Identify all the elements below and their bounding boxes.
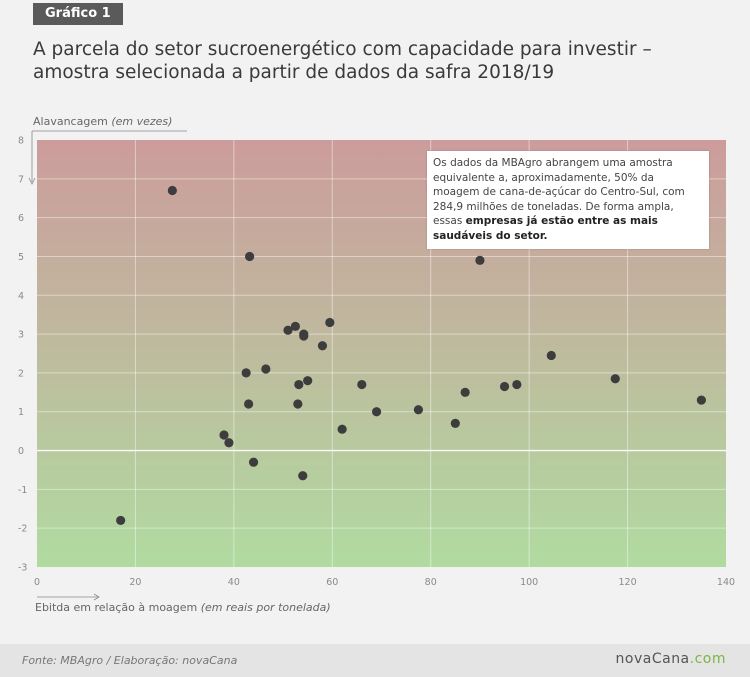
scatter-point — [357, 379, 367, 390]
scatter-point — [337, 424, 347, 434]
x-tick-label: 100 — [520, 577, 538, 588]
scatter-point — [261, 364, 271, 374]
x-tick-label: 60 — [326, 577, 338, 588]
x-tick-label: 20 — [129, 577, 141, 588]
scatter-point — [450, 418, 460, 428]
scatter-point — [298, 471, 308, 481]
y-tick-label: -2 — [18, 524, 27, 535]
x-axis-label: Ebitda em relação à moagem (em reais por… — [35, 601, 331, 614]
scatter-point — [303, 376, 313, 386]
scatter-point — [224, 438, 234, 448]
scatter-point — [546, 350, 556, 361]
y-tick-label: 7 — [18, 174, 24, 185]
x-arrowhead — [93, 593, 100, 601]
y-tick-label: 5 — [18, 252, 24, 263]
x-tick-label: 40 — [228, 577, 240, 588]
y-tick-label: 3 — [18, 330, 24, 341]
scatter-point — [499, 381, 510, 392]
scatter-point — [610, 374, 620, 384]
scatter-point — [167, 185, 177, 196]
scatter-point — [116, 515, 126, 526]
y-tick-label: -3 — [18, 563, 27, 574]
x-tick-label: 120 — [619, 577, 637, 588]
scatter-point — [696, 395, 706, 405]
figure-badge: Gráfico 1 — [33, 3, 123, 25]
y-tick-label: 1 — [18, 407, 24, 418]
scatter-point — [512, 379, 522, 390]
scatter-point — [299, 329, 309, 339]
scatter-point — [325, 317, 335, 328]
source-note: Fonte: MBAgro / Elaboração: novaCana — [22, 654, 238, 667]
y-tick-label: 2 — [18, 368, 24, 379]
scatter-point — [293, 399, 303, 409]
scatter-point — [460, 387, 470, 397]
scatter-point — [371, 407, 382, 417]
footer: Fonte: MBAgro / Elaboração: novaCana nov… — [0, 644, 750, 677]
scatter-point — [317, 341, 328, 351]
x-tick-label: 80 — [425, 577, 437, 588]
y-arrowhead — [28, 177, 36, 185]
scatter-point — [244, 399, 254, 409]
axis-decorations — [28, 130, 187, 601]
y-tick-label: 8 — [18, 136, 24, 147]
scatter-point — [413, 405, 424, 415]
y-tick-label: 4 — [18, 291, 24, 302]
y-tick-label: -1 — [18, 485, 27, 496]
brand-logo[interactable]: novaCana.com — [615, 651, 726, 667]
data-points — [116, 185, 706, 526]
y-axis-label: Alavancagem (em vezes) — [33, 115, 173, 128]
scatter-point — [283, 325, 293, 335]
scatter-point — [241, 368, 251, 378]
x-tick-label: 0 — [34, 577, 40, 588]
scatter-point — [245, 251, 255, 262]
x-tick-label: 140 — [717, 577, 735, 588]
scatter-point — [294, 379, 304, 390]
scatter-point — [219, 430, 229, 440]
scatter-point — [248, 457, 259, 467]
y-tick-label: 0 — [18, 446, 24, 457]
scatter-point — [290, 321, 300, 331]
chart-title: A parcela do setor sucroenergético com c… — [33, 39, 652, 83]
annotation-box: Os dados da MBAgro abrangem uma amostra … — [427, 151, 709, 249]
y-tick-label: 6 — [18, 213, 24, 224]
scatter-point — [475, 255, 485, 265]
